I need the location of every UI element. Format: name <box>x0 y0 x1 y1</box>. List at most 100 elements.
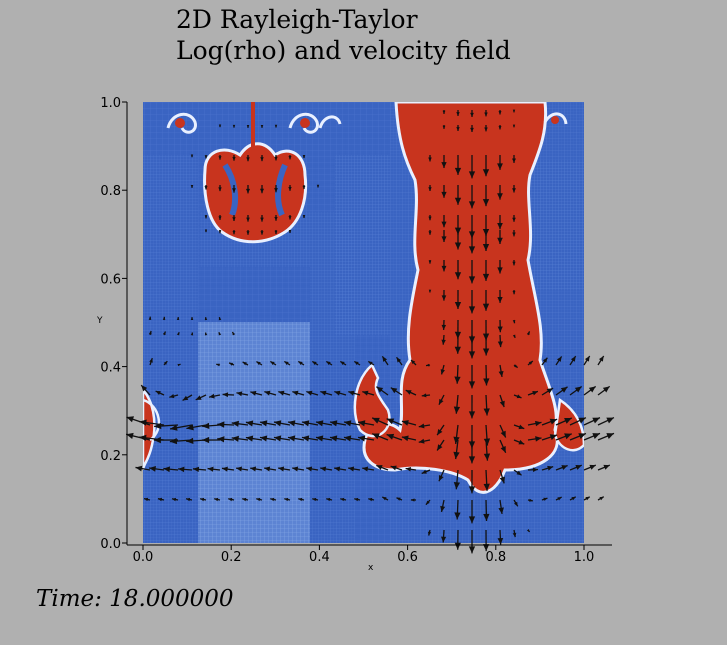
velocity-arrow <box>436 424 445 436</box>
velocity-arrow <box>499 469 505 484</box>
velocity-arrow <box>343 435 361 442</box>
velocity-arrow <box>499 424 507 438</box>
velocity-arrow <box>497 289 503 303</box>
velocity-arrow <box>569 496 577 501</box>
velocity-arrow <box>512 109 516 113</box>
velocity-arrow <box>264 466 277 472</box>
velocity-arrow <box>410 498 417 502</box>
velocity-arrow <box>453 394 461 414</box>
velocity-arrow <box>163 466 179 473</box>
velocity-arrow <box>340 497 347 502</box>
velocity-arrow <box>325 360 333 366</box>
velocity-arrow <box>527 498 533 502</box>
velocity-arrow <box>202 422 221 429</box>
velocity-arrow <box>441 214 447 228</box>
velocity-arrow <box>260 214 264 222</box>
velocity-arrow <box>468 529 476 554</box>
velocity-arrow <box>125 432 151 441</box>
velocity-arrow <box>301 420 319 427</box>
velocity-arrow <box>163 360 168 366</box>
velocity-arrow <box>315 420 333 427</box>
velocity-arrow <box>468 230 476 254</box>
velocity-arrow <box>228 362 235 366</box>
velocity-arrow <box>555 433 573 441</box>
velocity-arrow <box>513 394 522 399</box>
velocity-arrow <box>368 497 375 502</box>
velocity-arrow <box>440 364 445 375</box>
velocity-arrow <box>269 360 277 366</box>
velocity-arrow <box>497 319 503 333</box>
velocity-arrow <box>555 356 563 366</box>
velocity-arrow <box>482 289 490 311</box>
y-axis-ticks: 0.0 0.2 0.4 0.6 0.8 1.0 <box>100 96 127 552</box>
velocity-arrow <box>192 466 207 473</box>
velocity-arrow <box>177 363 181 367</box>
swirl-core <box>175 118 185 128</box>
velocity-arrow <box>405 466 417 472</box>
velocity-arrow <box>339 360 347 366</box>
velocity-arrow <box>453 439 460 460</box>
velocity-arrow <box>410 359 417 366</box>
velocity-arrow <box>569 355 577 366</box>
velocity-arrow <box>162 316 166 321</box>
velocity-arrow <box>185 497 193 502</box>
y-tick-label: 0.2 <box>100 449 121 464</box>
velocity-arrow <box>329 435 347 442</box>
velocity-arrow <box>442 110 446 114</box>
velocity-arrow <box>288 214 292 220</box>
velocity-arrow <box>162 331 167 336</box>
velocity-arrow <box>245 420 263 427</box>
velocity-arrow <box>199 497 207 502</box>
velocity-arrow <box>207 466 221 472</box>
velocity-arrow <box>541 434 558 441</box>
velocity-arrow <box>218 124 222 128</box>
velocity-arrow <box>513 424 525 430</box>
velocity-arrow <box>232 229 236 235</box>
velocity-arrow <box>468 364 476 389</box>
velocity-arrow <box>541 357 548 366</box>
velocity-arrow <box>273 420 291 427</box>
density-field <box>143 102 584 543</box>
velocity-arrow <box>428 259 432 264</box>
velocity-arrow <box>274 229 278 235</box>
velocity-arrow <box>454 364 461 384</box>
velocity-arrow <box>245 184 251 194</box>
velocity-arrow <box>334 390 347 396</box>
velocity-arrow <box>231 331 236 336</box>
velocity-arrow <box>315 435 333 442</box>
heavy-fluid-spike <box>362 102 559 494</box>
velocity-arrow <box>456 125 460 131</box>
velocity-arrow <box>270 497 277 502</box>
velocity-arrow <box>186 424 207 431</box>
velocity-arrow <box>442 125 446 129</box>
velocity-arrow <box>441 319 447 330</box>
y-tick-label: 0.0 <box>100 537 121 552</box>
velocity-arrow <box>178 466 193 473</box>
velocity-arrow <box>259 435 277 442</box>
velocity-arrow <box>329 420 347 427</box>
velocity-arrow <box>483 439 491 461</box>
velocity-arrow <box>217 436 235 443</box>
velocity-arrow <box>320 466 333 472</box>
velocity-arrow <box>440 499 446 513</box>
velocity-arrow <box>482 185 490 207</box>
velocity-arrow <box>498 125 502 130</box>
velocity-arrow <box>208 393 221 399</box>
velocity-arrow <box>288 185 292 191</box>
velocity-arrow <box>140 384 151 396</box>
velocity-arrow <box>513 499 519 507</box>
velocity-arrow <box>499 394 505 408</box>
velocity-arrow <box>555 417 573 426</box>
velocity-arrow <box>232 155 236 161</box>
velocity-arrow <box>371 417 389 426</box>
velocity-arrow <box>149 357 153 366</box>
velocity-arrow <box>218 184 222 192</box>
velocity-arrow <box>396 497 403 501</box>
velocity-arrow <box>302 155 306 159</box>
velocity-arrow <box>250 466 263 472</box>
y-axis-label: Y <box>96 316 103 326</box>
time-label: Time: 18.000000 <box>36 586 234 612</box>
velocity-arrow <box>454 259 462 280</box>
velocity-arrow <box>154 422 179 430</box>
velocity-arrow <box>569 417 587 426</box>
